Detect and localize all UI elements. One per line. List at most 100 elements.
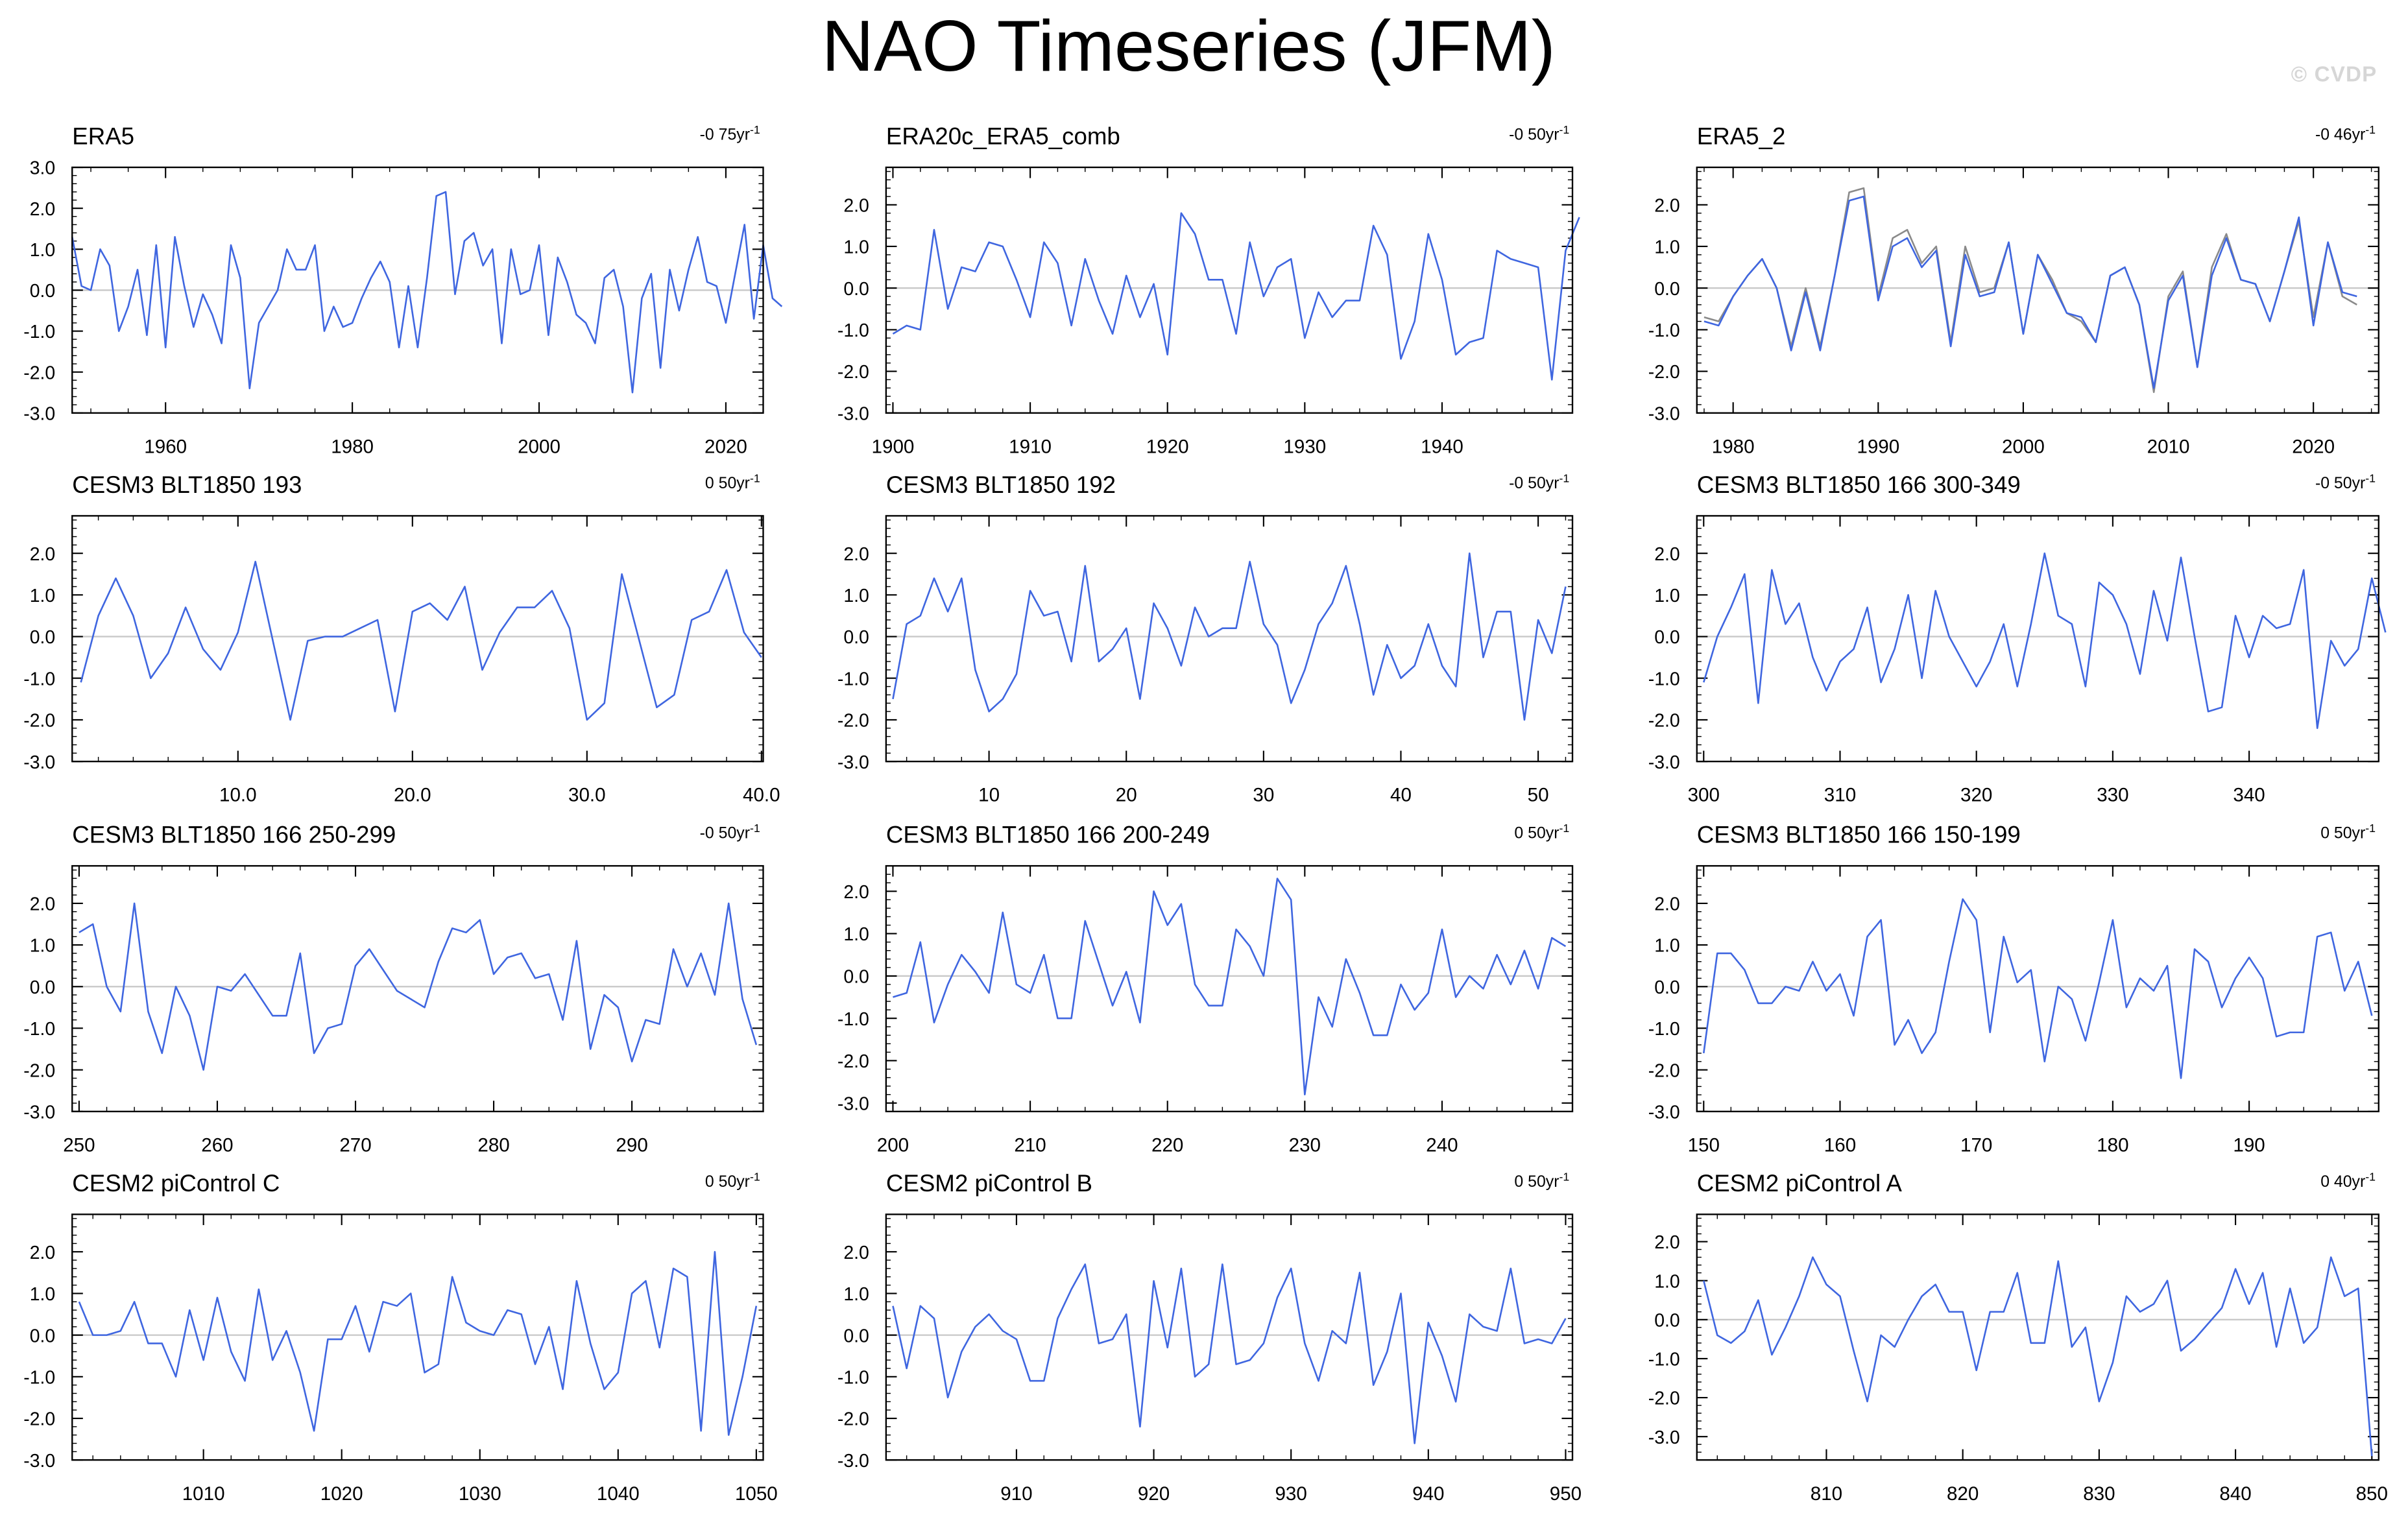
x-tick-label: 230: [1289, 1134, 1321, 1156]
panel-title: CESM3 BLT1850 166 300-349: [1697, 471, 2021, 498]
y-tick-label: -2.0: [837, 711, 869, 732]
plot-frame: [71, 515, 764, 763]
y-tick-label: 3.0: [30, 158, 55, 179]
x-tick-label: 830: [2083, 1483, 2115, 1505]
series-line: [78, 902, 758, 1071]
x-tick-label: 910: [1000, 1483, 1032, 1505]
y-tick-label: 0.0: [30, 1326, 55, 1346]
y-tick-label: -2.0: [23, 1060, 55, 1081]
x-tick-label: 170: [1960, 1134, 1992, 1156]
y-tick-label: 1.0: [843, 924, 869, 945]
y-tick-label: 0.0: [1654, 279, 1680, 300]
panel-trend-label: 0 50yr-1: [705, 471, 760, 492]
y-tick-label: 1.0: [30, 1284, 55, 1305]
x-tick-label: 850: [2356, 1483, 2388, 1505]
y-tick-label: -1.0: [837, 320, 869, 341]
panel-trend-label: -0 50yr-1: [1509, 123, 1569, 143]
x-tick-label: 160: [1824, 1134, 1856, 1156]
y-tick-label: 1.0: [30, 586, 55, 606]
x-tick-label: 320: [1960, 785, 1992, 806]
x-tick-label: 2000: [518, 436, 560, 457]
y-tick-label: -2.0: [23, 363, 55, 383]
y-tick-label: 0.0: [1654, 627, 1680, 648]
y-tick-label: 2.0: [1654, 195, 1680, 216]
y-tick-label: 2.0: [843, 1243, 869, 1263]
x-tick-label: 280: [477, 1134, 509, 1156]
trend-exponent: -1: [750, 1170, 760, 1183]
panel-trend-label: 0 50yr-1: [1514, 1170, 1569, 1190]
plot-frame: [71, 1213, 764, 1461]
y-tick-label: 1.0: [843, 1284, 869, 1305]
x-tick-label: 300: [1688, 785, 1720, 806]
y-tick-label: -3.0: [1648, 1427, 1680, 1448]
y-tick-label: 1.0: [843, 237, 869, 258]
x-tick-label: 270: [339, 1134, 371, 1156]
panel-trend-label: 0 50yr-1: [1514, 822, 1569, 842]
x-tick-label: 260: [201, 1134, 233, 1156]
panel-trend-label: -0 50yr-1: [2315, 471, 2376, 492]
y-tick-label: 1.0: [1654, 936, 1680, 957]
trend-value: -0 50yr: [700, 824, 750, 842]
y-tick-label: 2.0: [1654, 1232, 1680, 1253]
y-tick-label: -2.0: [1648, 1389, 1680, 1409]
x-tick-label: 290: [616, 1134, 647, 1156]
series-line: [80, 560, 762, 721]
plot-frame: [1696, 515, 2379, 763]
y-tick-label: -1.0: [23, 1367, 55, 1388]
series-line: [71, 191, 783, 394]
panel-trend-label: -0 46yr-1: [2315, 123, 2376, 143]
x-tick-label: 1040: [597, 1483, 640, 1505]
panel-trend-label: -0 50yr-1: [1509, 471, 1569, 492]
trend-exponent: -1: [2365, 822, 2376, 835]
x-tick-label: 940: [1412, 1483, 1444, 1505]
panel-4: CESM3 BLT1850 193 0 50yr-1 -3.0 -2.0 -1.0 0.0…: [23, 471, 780, 806]
y-tick-label: 0.0: [1654, 1310, 1680, 1331]
y-tick-label: -3.0: [1648, 752, 1680, 773]
series-line: [1704, 195, 2357, 389]
x-tick-label: 1010: [182, 1483, 225, 1505]
series-line: [78, 1250, 758, 1436]
y-tick-label: 0.0: [843, 627, 869, 648]
y-tick-label: -2.0: [23, 1409, 55, 1430]
x-tick-label: 2020: [2292, 436, 2335, 457]
trend-exponent: -1: [2365, 471, 2376, 484]
trend-exponent: -1: [2365, 1170, 2376, 1183]
panel-trend-label: 0 50yr-1: [2320, 822, 2376, 842]
panel-trend-label: -0 50yr-1: [700, 822, 760, 842]
series-line: [892, 552, 1567, 721]
y-tick-label: 2.0: [843, 882, 869, 903]
panel-title: CESM3 BLT1850 166 200-249: [886, 822, 1210, 848]
x-tick-label: 920: [1138, 1483, 1170, 1505]
x-tick-label: 30: [1253, 785, 1274, 806]
panel-title: CESM2 piControl B: [886, 1170, 1092, 1197]
panel-trend-label: 0 40yr-1: [2320, 1170, 2376, 1190]
trend-exponent: -1: [1559, 123, 1569, 136]
x-tick-label: 2020: [704, 436, 747, 457]
trend-exponent: -1: [1559, 822, 1569, 835]
y-tick-label: 0.0: [30, 977, 55, 998]
trend-value: -0 46yr: [2315, 126, 2365, 143]
y-tick-label: 0.0: [843, 1326, 869, 1346]
y-tick-label: -2.0: [837, 1051, 869, 1072]
x-tick-label: 950: [1550, 1483, 1582, 1505]
x-tick-label: 330: [2097, 785, 2128, 806]
cvdp-watermark: © CVDP: [2291, 61, 2378, 86]
panel-7: CESM3 BLT1850 166 250-299 -0 50yr-1 -3.0 -2…: [23, 822, 764, 1156]
y-tick-label: -3.0: [837, 403, 869, 424]
trend-exponent: -1: [750, 471, 760, 484]
trend-value: -0 50yr: [1509, 475, 1559, 492]
y-tick-label: -1.0: [1648, 669, 1680, 689]
y-tick-label: -2.0: [1648, 711, 1680, 732]
y-tick-label: -3.0: [837, 1451, 869, 1472]
panel-6: CESM3 BLT1850 166 300-349 -0 50yr-1 -3.0 -2…: [1648, 471, 2387, 806]
y-tick-label: 2.0: [843, 195, 869, 216]
x-tick-label: 200: [877, 1134, 909, 1156]
trend-exponent: -1: [750, 123, 760, 136]
x-tick-label: 50: [1528, 785, 1549, 806]
panel-title: CESM3 BLT1850 166 150-199: [1697, 822, 2021, 848]
y-tick-label: -2.0: [1648, 362, 1680, 383]
figure-title: NAO Timeseries (JFM): [821, 5, 1556, 86]
y-tick-label: -3.0: [23, 1451, 55, 1472]
y-tick-label: 1.0: [1654, 237, 1680, 258]
